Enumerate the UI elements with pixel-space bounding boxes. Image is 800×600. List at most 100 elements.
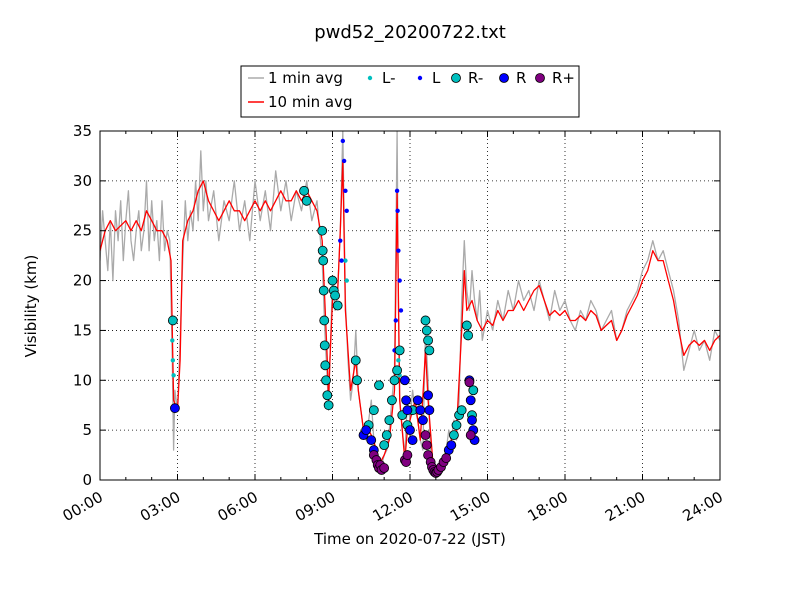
marker-point-5 bbox=[361, 425, 371, 436]
marker-point-5 bbox=[467, 415, 477, 426]
marker-point-3 bbox=[395, 208, 400, 213]
marker-point-5 bbox=[407, 435, 418, 446]
x-tick-label: 21:00 bbox=[602, 488, 648, 525]
marker-point-3 bbox=[393, 318, 398, 323]
marker-point-2 bbox=[343, 258, 348, 263]
marker-point-4 bbox=[381, 430, 392, 441]
legend-label: R- bbox=[468, 69, 483, 87]
marker-point-4 bbox=[456, 405, 467, 416]
legend-swatch bbox=[417, 75, 423, 81]
legend-swatch bbox=[535, 73, 545, 83]
marker-point-4 bbox=[387, 395, 397, 406]
y-tick-label: 10 bbox=[73, 371, 92, 389]
marker-point-4 bbox=[319, 340, 330, 351]
marker-point-2 bbox=[396, 358, 401, 363]
legend-label: R+ bbox=[552, 69, 575, 87]
x-tick-label: 03:00 bbox=[137, 488, 183, 525]
x-tick-label: 06:00 bbox=[215, 488, 261, 525]
series-line-1 bbox=[100, 160, 720, 473]
marker-point-4 bbox=[379, 440, 390, 451]
legend-label: L- bbox=[382, 69, 396, 87]
marker-point-4 bbox=[461, 320, 472, 331]
marker-point-4 bbox=[330, 290, 340, 301]
y-tick-label: 15 bbox=[73, 321, 92, 339]
x-axis-label: Time on 2020-07-22 (JST) bbox=[313, 530, 506, 548]
marker-point-6 bbox=[420, 430, 431, 441]
marker-point-5 bbox=[415, 405, 426, 416]
marker-point-4 bbox=[368, 405, 379, 416]
y-tick-label: 20 bbox=[73, 272, 92, 290]
x-tick-label: 24:00 bbox=[680, 488, 726, 525]
marker-point-6 bbox=[402, 450, 413, 460]
marker-point-6 bbox=[464, 377, 475, 388]
chart-title: pwd52_20200722.txt bbox=[314, 22, 506, 43]
legend-swatch bbox=[451, 73, 461, 83]
marker-point-4 bbox=[420, 315, 431, 326]
marker-point-4 bbox=[468, 385, 479, 396]
marker-point-3 bbox=[344, 208, 349, 213]
series-markers bbox=[167, 138, 480, 478]
marker-point-2 bbox=[344, 278, 349, 283]
marker-point-5 bbox=[170, 403, 180, 414]
legend-label: 1 min avg bbox=[268, 69, 343, 87]
grid-lines bbox=[100, 131, 720, 480]
marker-point-5 bbox=[423, 390, 433, 401]
marker-point-4 bbox=[317, 225, 328, 236]
marker-point-3 bbox=[398, 308, 404, 313]
marker-point-3 bbox=[396, 248, 401, 253]
legend: 1 min avg L- L R- R R+ 10 min avg bbox=[240, 65, 580, 118]
marker-point-6 bbox=[379, 463, 390, 473]
marker-point-3 bbox=[341, 158, 347, 164]
marker-point-3 bbox=[394, 188, 400, 194]
legend-swatch bbox=[367, 75, 373, 81]
marker-point-4 bbox=[320, 360, 331, 371]
legend-label: L bbox=[432, 69, 441, 87]
marker-point-4 bbox=[449, 430, 459, 441]
marker-point-4 bbox=[394, 345, 405, 356]
legend-label: 10 min avg bbox=[268, 93, 353, 111]
marker-point-4 bbox=[301, 195, 312, 206]
marker-point-4 bbox=[389, 375, 400, 386]
marker-point-4 bbox=[322, 390, 333, 401]
marker-point-5 bbox=[366, 435, 377, 446]
marker-point-5 bbox=[405, 425, 415, 436]
y-tick-label: 0 bbox=[82, 471, 92, 489]
marker-point-5 bbox=[399, 375, 410, 386]
marker-point-5 bbox=[401, 395, 412, 406]
marker-point-4 bbox=[423, 335, 433, 346]
marker-point-6 bbox=[441, 453, 452, 463]
x-tick-label: 00:00 bbox=[60, 488, 106, 525]
marker-point-4 bbox=[451, 420, 462, 431]
marker-point-4 bbox=[332, 300, 343, 311]
y-tick-label: 35 bbox=[73, 122, 92, 140]
legend-box bbox=[240, 65, 580, 118]
marker-point-4 bbox=[319, 315, 330, 326]
marker-point-4 bbox=[323, 400, 334, 411]
marker-point-4 bbox=[318, 285, 329, 296]
marker-point-6 bbox=[421, 440, 432, 451]
y-axis-label: Visibility (km) bbox=[22, 255, 40, 358]
marker-point-4 bbox=[424, 345, 435, 356]
marker-point-4 bbox=[299, 185, 309, 196]
marker-point-4 bbox=[317, 245, 328, 256]
plot-area: 00:00 03:00 06:00 09:00 12:00 15:00 18:00 21:00… bbox=[60, 122, 726, 525]
y-tick-label: 25 bbox=[73, 222, 92, 240]
legend-label: R bbox=[516, 69, 526, 87]
marker-point-4 bbox=[463, 330, 474, 341]
x-tick-label: 12:00 bbox=[370, 488, 416, 525]
marker-point-4 bbox=[374, 380, 384, 391]
marker-point-3 bbox=[397, 278, 402, 283]
marker-point-2 bbox=[170, 338, 175, 343]
marker-point-5 bbox=[418, 415, 428, 426]
y-axis: 0 5 10 15 20 25 30 35 bbox=[73, 122, 720, 489]
marker-point-4 bbox=[321, 375, 331, 386]
x-tick-label: 09:00 bbox=[292, 488, 338, 525]
marker-point-4 bbox=[167, 315, 178, 326]
marker-point-4 bbox=[352, 375, 362, 386]
marker-point-3 bbox=[339, 258, 344, 263]
marker-point-5 bbox=[402, 405, 413, 416]
marker-point-4 bbox=[350, 355, 361, 366]
marker-point-3 bbox=[343, 188, 348, 194]
marker-point-4 bbox=[392, 365, 402, 376]
marker-point-6 bbox=[465, 430, 476, 441]
